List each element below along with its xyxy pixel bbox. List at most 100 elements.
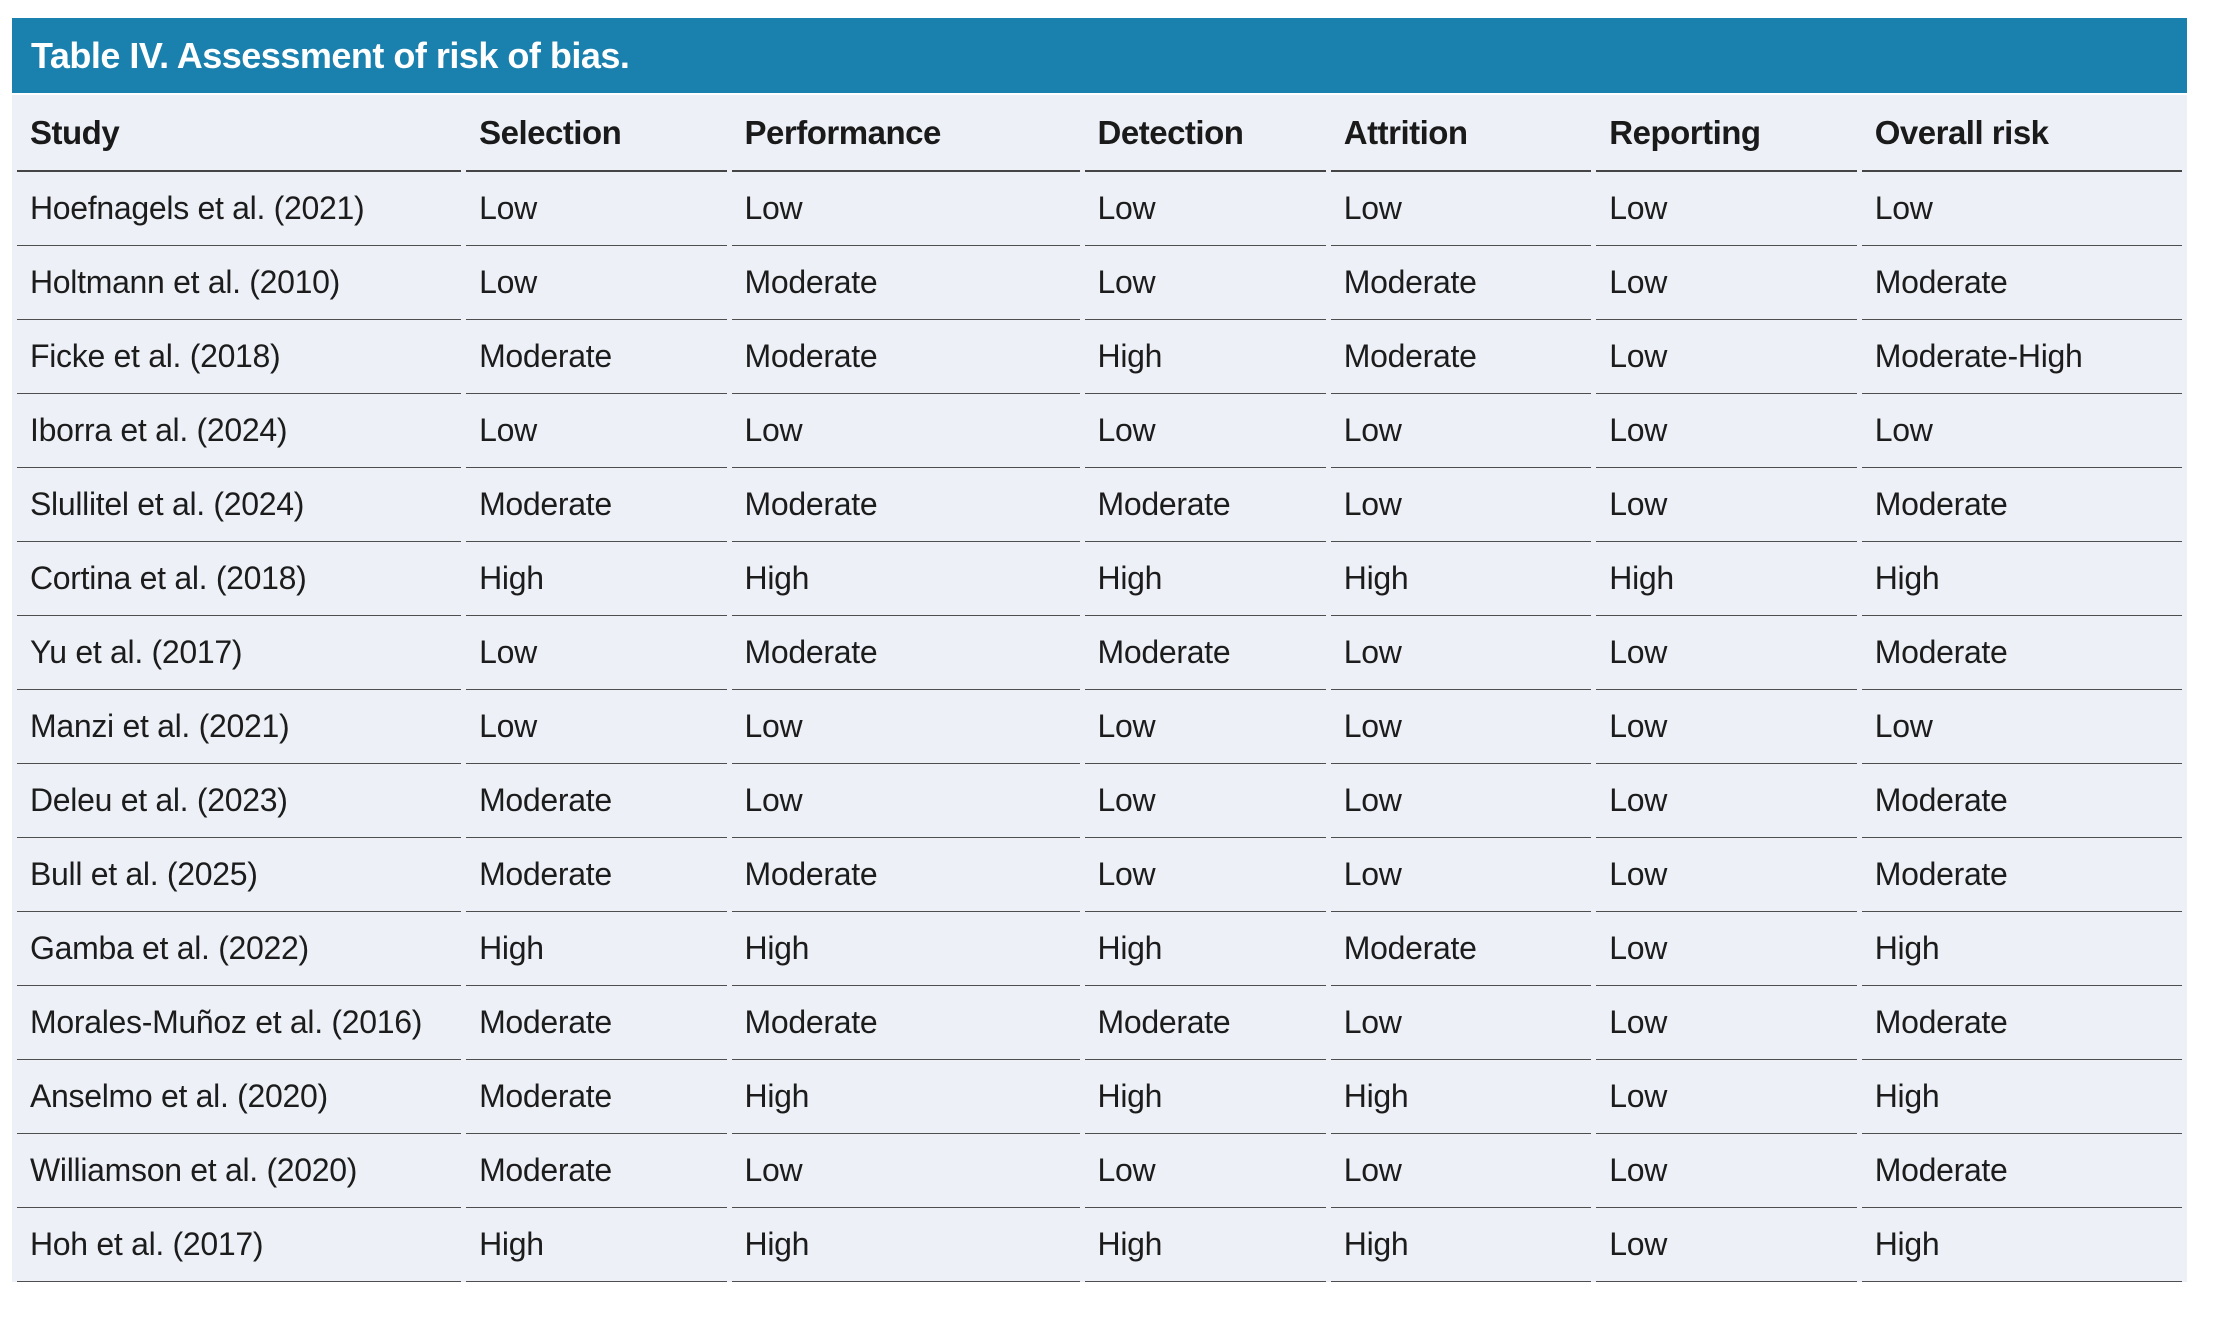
risk-level-cell: Low [731, 764, 1080, 838]
risk-level-cell: Low [1330, 986, 1592, 1060]
risk-level-cell: Low [466, 246, 727, 320]
risk-level-cell: Low [1596, 690, 1857, 764]
risk-level-cell: High [731, 1208, 1080, 1282]
risk-level-cell: High [1084, 912, 1326, 986]
risk-level-cell: Low [1596, 1134, 1857, 1208]
risk-level-cell: High [1596, 542, 1857, 616]
study-name-cell: Williamson et al. (2020) [17, 1134, 462, 1208]
risk-level-cell: High [731, 1060, 1080, 1134]
risk-level-cell: Low [731, 1134, 1080, 1208]
study-name-cell: Hoefnagels et al. (2021) [17, 172, 462, 246]
risk-level-cell: Moderate [1330, 912, 1592, 986]
risk-level-cell: Low [1596, 394, 1857, 468]
risk-level-cell: Low [466, 616, 727, 690]
table-row: Ficke et al. (2018) Moderate Moderate High M… [17, 320, 2182, 394]
risk-level-cell: Low [1084, 838, 1326, 912]
column-header-performance: Performance [731, 95, 1080, 172]
column-header-reporting: Reporting [1596, 95, 1857, 172]
risk-level-cell: Moderate [1084, 616, 1326, 690]
header-row: Study Selection Performance Detection Attrit… [17, 95, 2182, 172]
column-header-attrition: Attrition [1330, 95, 1592, 172]
risk-level-cell: Low [1330, 394, 1592, 468]
table-row: Deleu et al. (2023) Moderate Low Low Low Low M… [17, 764, 2182, 838]
risk-level-cell: Moderate [731, 838, 1080, 912]
risk-level-cell: Low [466, 172, 727, 246]
risk-level-cell: Moderate [1330, 246, 1592, 320]
risk-level-cell: High [1861, 1060, 2182, 1134]
study-name-cell: Ficke et al. (2018) [17, 320, 462, 394]
risk-level-cell: Moderate [466, 1134, 727, 1208]
study-name-cell: Manzi et al. (2021) [17, 690, 462, 764]
risk-level-cell: Moderate [1861, 616, 2182, 690]
risk-level-cell: Low [1084, 690, 1326, 764]
study-name-cell: Deleu et al. (2023) [17, 764, 462, 838]
risk-level-cell: Low [1596, 1060, 1857, 1134]
risk-level-cell: High [1330, 1060, 1592, 1134]
risk-level-cell: Low [1596, 320, 1857, 394]
risk-level-cell: Moderate [1861, 246, 2182, 320]
study-name-cell: Morales-Muñoz et al. (2016) [17, 986, 462, 1060]
risk-level-cell: High [731, 912, 1080, 986]
risk-level-cell: Low [1596, 172, 1857, 246]
risk-level-cell: Moderate [1861, 986, 2182, 1060]
table-row: Manzi et al. (2021) Low Low Low Low Low Low [17, 690, 2182, 764]
risk-level-cell: Low [1596, 764, 1857, 838]
risk-level-cell: Moderate [731, 320, 1080, 394]
risk-level-cell: High [466, 912, 727, 986]
risk-level-cell: Moderate [731, 246, 1080, 320]
risk-level-cell: High [1861, 912, 2182, 986]
risk-of-bias-table-card: Table IV. Assessment of risk of bias. St… [12, 18, 2187, 1282]
study-name-cell: Bull et al. (2025) [17, 838, 462, 912]
risk-level-cell: Low [1084, 246, 1326, 320]
risk-level-cell: Moderate [1084, 986, 1326, 1060]
risk-level-cell: High [1330, 542, 1592, 616]
table-row: Williamson et al. (2020) Moderate Low Low Lo… [17, 1134, 2182, 1208]
risk-level-cell: Moderate [731, 616, 1080, 690]
risk-level-cell: Low [1596, 616, 1857, 690]
risk-level-cell: Moderate [1861, 1134, 2182, 1208]
risk-level-cell: Moderate [466, 764, 727, 838]
risk-level-cell: Moderate [466, 468, 727, 542]
risk-level-cell: High [1084, 542, 1326, 616]
risk-level-cell: Low [1330, 172, 1592, 246]
risk-level-cell: Low [1596, 912, 1857, 986]
risk-level-cell: High [466, 542, 727, 616]
risk-level-cell: High [731, 542, 1080, 616]
risk-level-cell: Low [1330, 838, 1592, 912]
table-row: Gamba et al. (2022) High High High Moderate L… [17, 912, 2182, 986]
risk-level-cell: Moderate [466, 838, 727, 912]
risk-level-cell: Low [1330, 468, 1592, 542]
risk-level-cell: Low [466, 690, 727, 764]
risk-level-cell: Low [1596, 468, 1857, 542]
table-row: Slullitel et al. (2024) Moderate Moderate M… [17, 468, 2182, 542]
risk-level-cell: Low [731, 690, 1080, 764]
risk-level-cell: High [466, 1208, 727, 1282]
risk-level-cell: Moderate [1861, 838, 2182, 912]
table-row: Yu et al. (2017) Low Moderate Moderate Low Lo… [17, 616, 2182, 690]
risk-level-cell: High [1084, 320, 1326, 394]
risk-level-cell: Low [1330, 1134, 1592, 1208]
risk-level-cell: High [1861, 1208, 2182, 1282]
column-header-overall-risk: Overall risk [1861, 95, 2182, 172]
column-header-detection: Detection [1084, 95, 1326, 172]
risk-level-cell: Low [1861, 690, 2182, 764]
risk-level-cell: Low [1596, 838, 1857, 912]
risk-level-cell: Low [1596, 986, 1857, 1060]
risk-level-cell: Low [1084, 1134, 1326, 1208]
table-row: Bull et al. (2025) Moderate Moderate Low Low… [17, 838, 2182, 912]
risk-of-bias-table: Study Selection Performance Detection Attrit… [12, 95, 2187, 1282]
study-name-cell: Gamba et al. (2022) [17, 912, 462, 986]
study-name-cell: Iborra et al. (2024) [17, 394, 462, 468]
risk-level-cell: Low [1861, 172, 2182, 246]
table-row: Hoefnagels et al. (2021) Low Low Low Low Low L… [17, 172, 2182, 246]
table-row: Holtmann et al. (2010) Low Moderate Low Mode… [17, 246, 2182, 320]
column-header-selection: Selection [466, 95, 727, 172]
risk-level-cell: High [1084, 1208, 1326, 1282]
study-name-cell: Holtmann et al. (2010) [17, 246, 462, 320]
study-name-cell: Anselmo et al. (2020) [17, 1060, 462, 1134]
risk-level-cell: Moderate [731, 986, 1080, 1060]
risk-level-cell: Low [731, 172, 1080, 246]
table-row: Cortina et al. (2018) High High High High Hig… [17, 542, 2182, 616]
risk-level-cell: Low [1330, 616, 1592, 690]
risk-level-cell: High [1084, 1060, 1326, 1134]
